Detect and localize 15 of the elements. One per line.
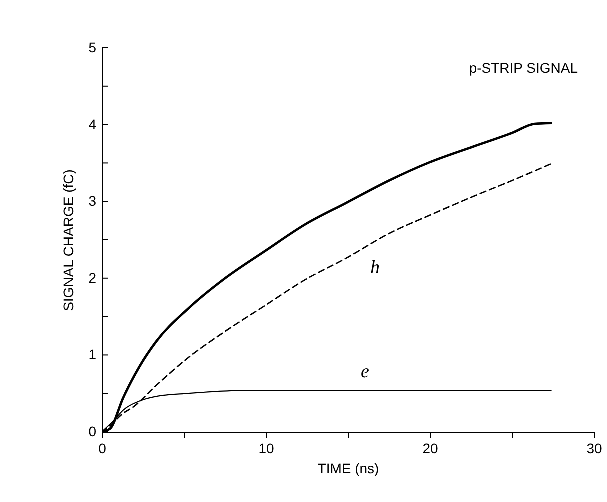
annotation: p-STRIP SIGNAL [469, 60, 578, 76]
x-axis-title: TIME (ns) [318, 460, 380, 476]
y-tick-label: 5 [88, 40, 97, 56]
x-tick-label: 30 [586, 440, 602, 456]
x-tick-label: 20 [422, 440, 438, 456]
y-axis-title: SIGNAL CHARGE (fC) [60, 170, 77, 312]
y-tick-label: 0 [88, 424, 97, 440]
y-tick-label: 1 [88, 346, 97, 363]
y-tick-label: 4 [88, 116, 97, 132]
series-label: e [361, 362, 370, 383]
x-tick-label: 0 [98, 440, 107, 456]
series-label: h [370, 258, 380, 279]
x-tick-label: 10 [258, 440, 274, 456]
y-tick-label: 3 [88, 193, 97, 210]
y-tick-label: 2 [88, 270, 97, 286]
